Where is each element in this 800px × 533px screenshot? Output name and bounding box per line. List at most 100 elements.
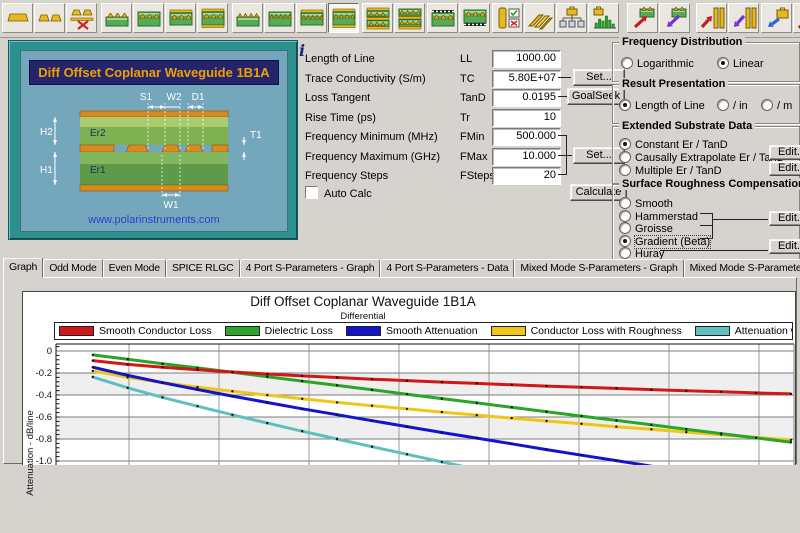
coplanar-strip-right bbox=[212, 145, 228, 152]
differential-pair-button[interactable] bbox=[34, 3, 65, 33]
differential-pair-icon bbox=[37, 6, 63, 30]
fmax-input[interactable]: 10.000 bbox=[492, 148, 561, 166]
attenuation-chart: Diff Offset Coplanar Waveguide 1B1A Diff… bbox=[22, 291, 796, 465]
se-surface-microstrip-icon bbox=[104, 6, 130, 30]
import-structure-icon bbox=[662, 6, 688, 30]
edit-button[interactable]: Edit... bbox=[769, 145, 800, 160]
export-grid-button[interactable] bbox=[793, 3, 800, 33]
dimension-options-icon bbox=[495, 6, 521, 30]
tab-even-mode[interactable]: Even Mode bbox=[103, 259, 166, 278]
connector-line bbox=[567, 155, 572, 156]
groupbox-caption: Result Presentation bbox=[619, 78, 728, 90]
import-project-icon bbox=[764, 6, 790, 30]
radio-linear[interactable]: Linear bbox=[717, 57, 764, 69]
auto-calc-row: Auto Calc bbox=[305, 186, 372, 200]
remove-structure-icon bbox=[69, 6, 95, 30]
radio-label: Groisse bbox=[635, 223, 673, 235]
edit-button[interactable]: Edit... bbox=[769, 161, 800, 176]
tab-graph[interactable]: Graph bbox=[3, 258, 43, 278]
se-stripline-icon bbox=[200, 6, 226, 30]
import-structure-button[interactable] bbox=[659, 3, 690, 33]
svg-text:-0.2: -0.2 bbox=[36, 368, 52, 379]
auto-calc-checkbox[interactable] bbox=[305, 186, 318, 199]
dim-t1: T1 bbox=[250, 130, 262, 141]
diff-coated-microstrip-icon bbox=[267, 6, 293, 30]
tab-4-port-s-parameters-data[interactable]: 4 Port S-Parameters - Data bbox=[380, 259, 514, 278]
se-coated-microstrip-button[interactable] bbox=[133, 3, 164, 33]
radio-causally-extrapolate-er-tand[interactable]: Causally Extrapolate Er / TanD bbox=[619, 151, 785, 163]
groupbox-surface-roughness-compensation: Surface Roughness CompensationSmoothHamm… bbox=[612, 184, 800, 262]
diff-covered-microstrip-button[interactable] bbox=[296, 3, 327, 33]
ll-input[interactable]: 1000.00 bbox=[492, 50, 561, 68]
export-stackup-button[interactable] bbox=[696, 3, 727, 33]
radio-icon bbox=[619, 164, 631, 176]
se-stripline-button[interactable] bbox=[197, 3, 228, 33]
radio-length-of-line[interactable]: Length of Line bbox=[619, 99, 705, 111]
website-link[interactable]: www.polarinstruments.com bbox=[21, 214, 287, 226]
radio-icon bbox=[619, 210, 631, 222]
dual-stripline-a-button[interactable] bbox=[362, 3, 393, 33]
tab-mixed-mode-s-parameters-data[interactable]: Mixed Mode S-Parameters - Data bbox=[684, 259, 800, 278]
diff-coated-microstrip-button[interactable] bbox=[264, 3, 295, 33]
param-code: LL bbox=[460, 53, 472, 65]
top-copper-plane bbox=[80, 111, 228, 117]
graph-tab-content: Diff Offset Coplanar Waveguide 1B1A Diff… bbox=[3, 277, 797, 464]
dual-stripline-b-button[interactable] bbox=[394, 3, 425, 33]
param-code: TC bbox=[460, 73, 475, 85]
tand-input[interactable]: 0.0195 bbox=[492, 89, 561, 107]
export-structure-button[interactable] bbox=[627, 3, 658, 33]
options-panel: Frequency DistributionLogarithmicLinearR… bbox=[612, 40, 800, 264]
view-3d-button[interactable] bbox=[524, 3, 555, 33]
import-stackup-button[interactable] bbox=[728, 3, 759, 33]
edit-button[interactable]: Edit... bbox=[769, 211, 800, 226]
groupbox-caption: Surface Roughness Compensation bbox=[619, 178, 800, 190]
field-label: Frequency Minimum (MHz) bbox=[305, 131, 438, 143]
radio-constant-er-tand[interactable]: Constant Er / TanD bbox=[619, 138, 728, 150]
field-label: Frequency Maximum (GHz) bbox=[305, 151, 440, 163]
radio--m[interactable]: / m bbox=[761, 99, 792, 111]
radio-logarithmic[interactable]: Logarithmic bbox=[621, 57, 694, 69]
shielded-structure-a-button[interactable] bbox=[427, 3, 458, 33]
sensitivity-analysis-button[interactable] bbox=[588, 3, 619, 33]
fsteps-input[interactable]: 20 bbox=[492, 167, 561, 185]
radio-icon bbox=[717, 57, 729, 69]
radio-icon bbox=[619, 138, 631, 150]
se-surface-microstrip-button[interactable] bbox=[101, 3, 132, 33]
radio--in[interactable]: / in bbox=[717, 99, 748, 111]
tab-mixed-mode-s-parameters-graph[interactable]: Mixed Mode S-Parameters - Graph bbox=[514, 259, 683, 278]
dimension-options-button[interactable] bbox=[492, 3, 523, 33]
radio-icon bbox=[619, 151, 631, 163]
se-coated-microstrip-icon bbox=[136, 6, 162, 30]
diff-surface-microstrip-icon bbox=[235, 6, 261, 30]
field-label: Frequency Steps bbox=[305, 170, 388, 182]
diff-surface-microstrip-button[interactable] bbox=[232, 3, 263, 33]
tab-odd-mode[interactable]: Odd Mode bbox=[43, 259, 102, 278]
tc-input[interactable]: 5.80E+07 bbox=[492, 70, 561, 88]
radio-gradient-beta-[interactable]: Gradient (Beta) bbox=[619, 235, 710, 247]
shielded-structure-b-button[interactable] bbox=[459, 3, 490, 33]
se-covered-microstrip-button[interactable] bbox=[165, 3, 196, 33]
svg-text:0: 0 bbox=[47, 346, 52, 357]
structure-title: Diff Offset Coplanar Waveguide 1B1A bbox=[29, 60, 279, 85]
view-3d-icon bbox=[527, 6, 553, 30]
fmin-input[interactable]: 500.000 bbox=[492, 128, 561, 146]
radio-multiple-er-tand[interactable]: Multiple Er / TanD bbox=[619, 164, 722, 176]
structure-tree-icon bbox=[559, 6, 585, 30]
single-trace-button[interactable] bbox=[2, 3, 33, 33]
svg-text:-0.6: -0.6 bbox=[36, 412, 52, 423]
diff-offset-coplanar-waveguide-button[interactable] bbox=[328, 3, 359, 33]
remove-structure-button[interactable] bbox=[66, 3, 97, 33]
connector-line bbox=[558, 77, 571, 78]
radio-smooth[interactable]: Smooth bbox=[619, 197, 673, 209]
radio-groisse[interactable]: Groisse bbox=[619, 222, 673, 234]
main-toolbar bbox=[0, 0, 800, 38]
tab-4-port-s-parameters-graph[interactable]: 4 Port S-Parameters - Graph bbox=[240, 259, 381, 278]
radio-hammerstad[interactable]: Hammerstad bbox=[619, 210, 698, 222]
structure-tree-button[interactable] bbox=[556, 3, 587, 33]
radio-label: Causally Extrapolate Er / TanD bbox=[635, 152, 785, 164]
form-row-ll: Length of LineLL1000.00 bbox=[303, 50, 615, 69]
edit-button[interactable]: Edit... bbox=[769, 239, 800, 254]
import-project-button[interactable] bbox=[761, 3, 792, 33]
tr-input[interactable]: 10 bbox=[492, 109, 561, 127]
tab-spice-rlgc[interactable]: SPICE RLGC bbox=[166, 259, 240, 278]
